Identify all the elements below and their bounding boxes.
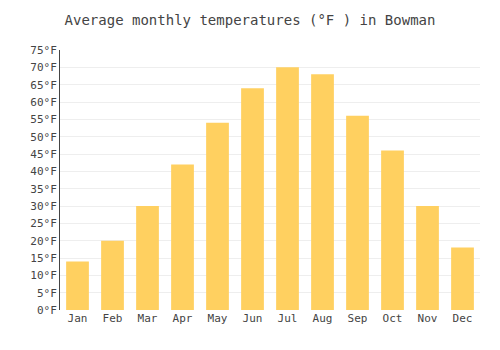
svg-text:Mar: Mar xyxy=(138,312,158,325)
svg-text:Jul: Jul xyxy=(278,312,298,325)
svg-text:Jan: Jan xyxy=(68,312,88,325)
svg-text:20°F: 20°F xyxy=(30,235,57,248)
svg-text:25°F: 25°F xyxy=(30,217,57,230)
svg-text:May: May xyxy=(208,312,228,325)
svg-text:Jun: Jun xyxy=(243,312,263,325)
svg-text:30°F: 30°F xyxy=(30,200,57,213)
svg-text:35°F: 35°F xyxy=(30,183,57,196)
svg-text:Feb: Feb xyxy=(103,312,123,325)
svg-text:5°F: 5°F xyxy=(37,287,57,300)
svg-text:15°F: 15°F xyxy=(30,252,57,265)
svg-text:Oct: Oct xyxy=(383,312,403,325)
svg-text:70°F: 70°F xyxy=(30,61,57,74)
svg-text:Apr: Apr xyxy=(173,312,193,325)
svg-text:Aug: Aug xyxy=(313,312,333,325)
svg-text:40°F: 40°F xyxy=(30,165,57,178)
svg-text:45°F: 45°F xyxy=(30,148,57,161)
svg-text:10°F: 10°F xyxy=(30,269,57,282)
svg-text:Nov: Nov xyxy=(418,312,438,325)
svg-text:55°F: 55°F xyxy=(30,113,57,126)
svg-text:Average monthly temperatures (: Average monthly temperatures (°F ) in Bo… xyxy=(65,12,436,28)
svg-text:Sep: Sep xyxy=(348,312,368,325)
svg-text:65°F: 65°F xyxy=(30,79,57,92)
svg-text:60°F: 60°F xyxy=(30,96,57,109)
svg-text:75°F: 75°F xyxy=(30,44,57,57)
svg-text:50°F: 50°F xyxy=(30,131,57,144)
svg-text:Dec: Dec xyxy=(453,312,473,325)
svg-text:0°F: 0°F xyxy=(37,304,57,317)
